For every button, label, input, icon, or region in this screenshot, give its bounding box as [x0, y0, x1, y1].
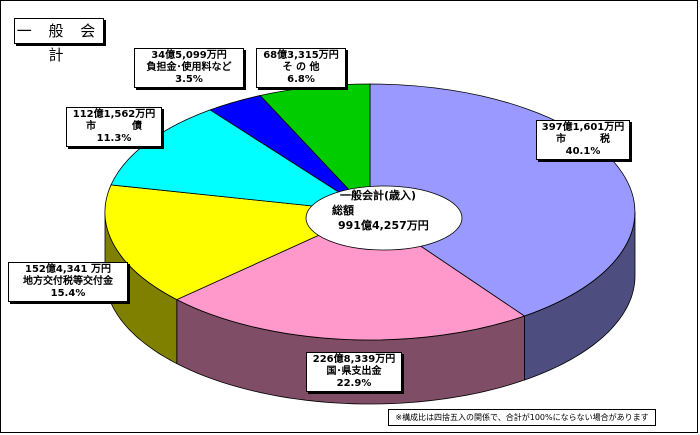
label-sonota-name: そ の 他 — [282, 62, 320, 73]
label-futankin-name: 負担金･使用料など — [146, 62, 232, 73]
label-futankin: 34億5,099万円 負担金･使用料など 3.5% — [134, 48, 244, 88]
label-futankin-amount: 34億5,099万円 — [151, 50, 227, 61]
label-kokuken-amount: 226億8,339万円 — [312, 354, 396, 365]
label-chihokofu: 152億4,341 万円 地方交付税等交付金 15.4% — [8, 262, 128, 302]
label-sonota-pct: 6.8% — [287, 74, 315, 85]
footnote: ※構成比は四捨五入の関係で、合計が100%にならない場合があります — [388, 409, 656, 426]
label-kokuken: 226億8,339万円 国･県支出金 22.9% — [306, 352, 402, 392]
center-label: 一般会計(歳入) 総額 991億4,257万円 — [306, 186, 462, 250]
label-chihokofu-pct: 15.4% — [50, 288, 86, 299]
label-futankin-pct: 3.5% — [175, 74, 203, 85]
center-total-label: 総額 — [332, 204, 354, 217]
chart-title: 一 般 会 計 — [14, 18, 104, 64]
label-sonota: 68億3,315万円 そ の 他 6.8% — [256, 48, 346, 88]
label-shisai-name-b: 債 — [132, 121, 142, 132]
label-shizei: 397億1,601万円 市 税 40.1% — [536, 120, 630, 160]
label-shizei-name-a: 市 — [556, 134, 566, 145]
center-total-value: 991億4,257万円 — [338, 219, 429, 232]
label-shizei-name-b: 税 — [600, 134, 610, 145]
label-kokuken-pct: 22.9% — [336, 378, 372, 389]
slice-kokuken — [175, 211, 526, 341]
label-shizei-pct: 40.1% — [565, 146, 601, 157]
label-chihokofu-name: 地方交付税等交付金 — [23, 276, 113, 287]
label-shisai: 112億1,562万円 市 債 11.3% — [66, 107, 162, 147]
label-shisai-amount: 112億1,562万円 — [72, 109, 156, 120]
center-ellipse — [305, 185, 463, 251]
slice-chihokofu — [104, 184, 372, 301]
label-shisai-pct: 11.3% — [96, 133, 132, 144]
center-title: 一般会計(歳入) — [340, 189, 417, 202]
label-sonota-amount: 68億3,315万円 — [263, 50, 339, 61]
label-kokuken-name: 国･県支出金 — [326, 366, 382, 377]
label-chihokofu-amount: 152億4,341 万円 — [25, 264, 111, 275]
label-shizei-amount: 397億1,601万円 — [541, 122, 625, 133]
label-shisai-name-a: 市 — [86, 121, 96, 132]
